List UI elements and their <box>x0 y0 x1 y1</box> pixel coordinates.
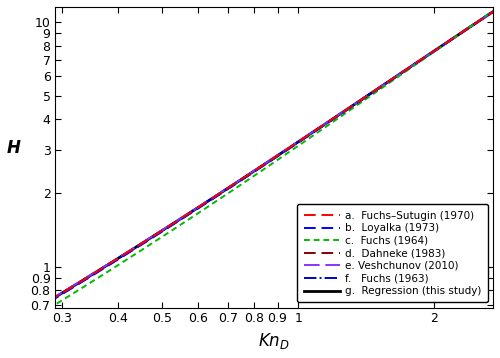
e. Veshchunov (2010) <box>250 170 256 174</box>
d.  Dahneke (1983) <box>497 5 500 9</box>
Line: e. Veshchunov (2010): e. Veshchunov (2010) <box>48 7 500 301</box>
a.  Fuchs–Sutugin (1970) <box>347 105 353 110</box>
f.   Fuchs (1963) <box>126 250 132 254</box>
c.  Fuchs (1964) <box>347 108 353 112</box>
c.  Fuchs (1964) <box>126 256 132 261</box>
d.  Dahneke (1983) <box>386 79 392 84</box>
b.  Loyalka (1973) <box>126 251 132 255</box>
a.  Fuchs–Sutugin (1970) <box>162 227 168 231</box>
Line: a.  Fuchs–Sutugin (1970): a. Fuchs–Sutugin (1970) <box>48 7 500 301</box>
g.  Regression (this study) <box>162 227 168 231</box>
f.   Fuchs (1963) <box>46 299 52 303</box>
d.  Dahneke (1983) <box>126 250 132 255</box>
c.  Fuchs (1964) <box>46 306 52 311</box>
c.  Fuchs (1964) <box>250 174 256 179</box>
g.  Regression (this study) <box>497 5 500 9</box>
Y-axis label: H: H <box>7 139 21 157</box>
b.  Loyalka (1973) <box>347 106 353 110</box>
e. Veshchunov (2010) <box>46 299 52 303</box>
X-axis label: $Kn_D$: $Kn_D$ <box>258 331 290 351</box>
c.  Fuchs (1964) <box>497 4 500 8</box>
b.  Loyalka (1973) <box>312 130 318 134</box>
g.  Regression (this study) <box>312 129 318 133</box>
d.  Dahneke (1983) <box>46 300 52 304</box>
g.  Regression (this study) <box>386 79 392 84</box>
c.  Fuchs (1964) <box>386 81 392 86</box>
e. Veshchunov (2010) <box>386 79 392 83</box>
g.  Regression (this study) <box>126 250 132 254</box>
e. Veshchunov (2010) <box>126 250 132 254</box>
b.  Loyalka (1973) <box>162 228 168 232</box>
d.  Dahneke (1983) <box>162 227 168 232</box>
f.   Fuchs (1963) <box>386 79 392 83</box>
Line: g.  Regression (this study): g. Regression (this study) <box>48 7 500 301</box>
d.  Dahneke (1983) <box>312 129 318 134</box>
g.  Regression (this study) <box>347 105 353 110</box>
Legend: a.  Fuchs–Sutugin (1970), b.  Loyalka (1973), c.  Fuchs (1964), d.  Dahneke (198: a. Fuchs–Sutugin (1970), b. Loyalka (197… <box>298 204 488 303</box>
Line: d.  Dahneke (1983): d. Dahneke (1983) <box>48 7 500 302</box>
a.  Fuchs–Sutugin (1970) <box>250 170 256 174</box>
b.  Loyalka (1973) <box>497 5 500 9</box>
f.   Fuchs (1963) <box>497 5 500 9</box>
g.  Regression (this study) <box>250 170 256 174</box>
e. Veshchunov (2010) <box>162 227 168 231</box>
g.  Regression (this study) <box>46 299 52 304</box>
c.  Fuchs (1964) <box>162 233 168 237</box>
b.  Loyalka (1973) <box>250 170 256 175</box>
f.   Fuchs (1963) <box>312 129 318 133</box>
f.   Fuchs (1963) <box>250 170 256 174</box>
Line: b.  Loyalka (1973): b. Loyalka (1973) <box>48 7 500 303</box>
d.  Dahneke (1983) <box>250 170 256 174</box>
Line: c.  Fuchs (1964): c. Fuchs (1964) <box>48 6 500 309</box>
c.  Fuchs (1964) <box>312 132 318 137</box>
a.  Fuchs–Sutugin (1970) <box>46 299 52 304</box>
Line: f.   Fuchs (1963): f. Fuchs (1963) <box>48 7 500 301</box>
a.  Fuchs–Sutugin (1970) <box>126 250 132 254</box>
a.  Fuchs–Sutugin (1970) <box>497 5 500 9</box>
b.  Loyalka (1973) <box>46 300 52 305</box>
f.   Fuchs (1963) <box>347 105 353 109</box>
d.  Dahneke (1983) <box>347 105 353 110</box>
e. Veshchunov (2010) <box>497 5 500 9</box>
e. Veshchunov (2010) <box>347 105 353 109</box>
b.  Loyalka (1973) <box>386 80 392 84</box>
f.   Fuchs (1963) <box>162 227 168 231</box>
e. Veshchunov (2010) <box>312 129 318 133</box>
a.  Fuchs–Sutugin (1970) <box>386 79 392 84</box>
a.  Fuchs–Sutugin (1970) <box>312 129 318 133</box>
